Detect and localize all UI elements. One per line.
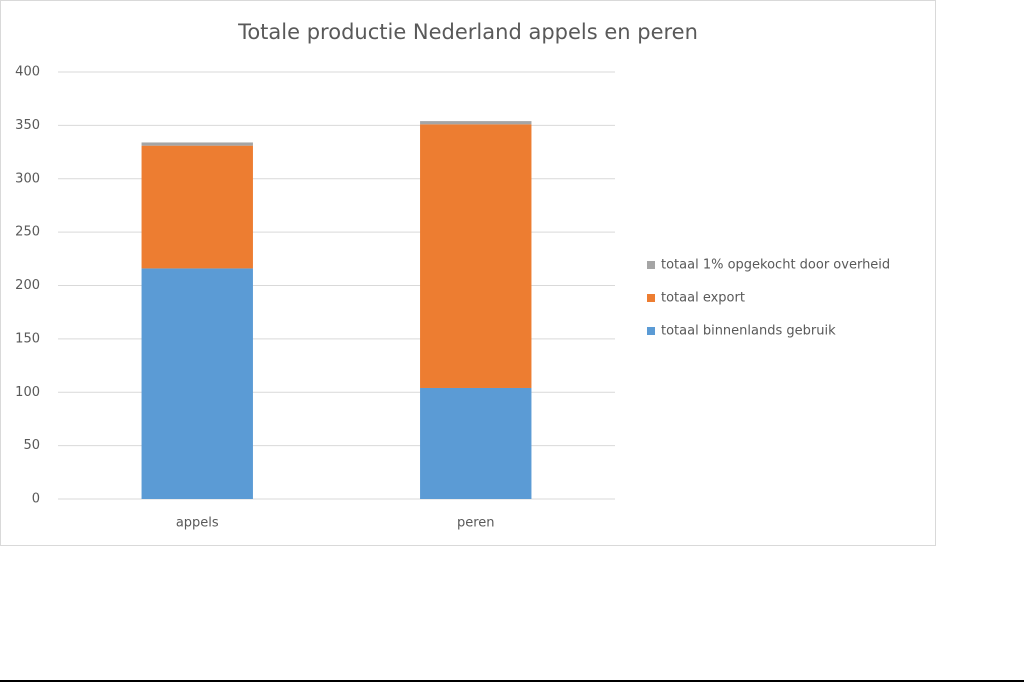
bar-segment: [141, 142, 253, 146]
bar-segment: [420, 124, 532, 388]
legend-label: totaal 1% opgekocht door overheid: [661, 258, 890, 273]
bar-segment: [420, 387, 532, 499]
chart-title: Totale productie Nederland appels en per…: [237, 20, 698, 44]
bar-segment: [141, 145, 253, 269]
legend-swatch: [647, 261, 655, 269]
legend-label: totaal binnenlands gebruik: [661, 324, 836, 339]
y-tick-label: 300: [15, 171, 40, 186]
x-tick-label: peren: [457, 516, 495, 531]
y-tick-label: 0: [32, 492, 40, 507]
y-tick-label: 250: [15, 225, 40, 240]
bar-segment: [420, 121, 532, 125]
legend-swatch: [647, 294, 655, 302]
y-tick-label: 50: [23, 438, 40, 453]
y-tick-label: 100: [15, 385, 40, 400]
legend-label: totaal export: [661, 291, 745, 306]
bar-segment: [141, 268, 253, 499]
legend-swatch: [647, 327, 655, 335]
y-tick-label: 350: [15, 118, 40, 133]
x-tick-label: appels: [176, 516, 219, 531]
y-tick-label: 400: [15, 65, 40, 80]
y-tick-label: 200: [15, 278, 40, 293]
y-tick-label: 150: [15, 331, 40, 346]
